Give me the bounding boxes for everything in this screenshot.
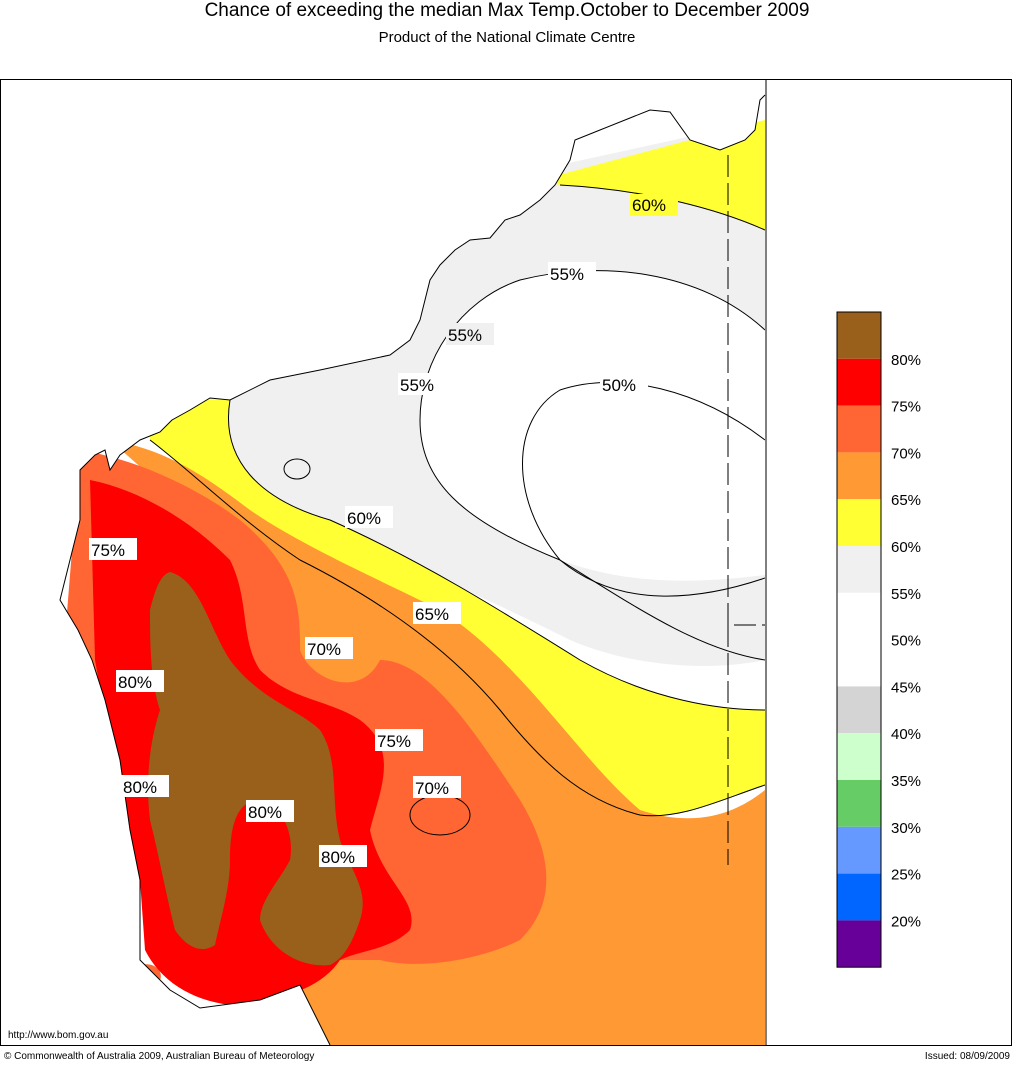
contour-label-group: 60% 55% 55% 55% 50% 60% 75% 65% 70% 80% … xyxy=(89,194,678,867)
fill-80-plus xyxy=(148,572,363,966)
contour-65 xyxy=(149,439,765,817)
legend-label: 25% xyxy=(891,867,921,884)
contour-55b xyxy=(559,559,765,661)
contour-label: 80% xyxy=(248,803,282,822)
legend-swatch xyxy=(837,592,881,640)
contour-label: 55% xyxy=(448,326,482,345)
legend-label: 80% xyxy=(891,352,921,369)
legend-swatch xyxy=(837,686,881,734)
legend-swatch xyxy=(837,920,881,968)
legend-label: 70% xyxy=(891,445,921,462)
contour-label: 70% xyxy=(307,640,341,659)
legend-border xyxy=(836,311,882,968)
legend-label: 20% xyxy=(891,913,921,930)
contour-label: 80% xyxy=(321,848,355,867)
contour-label: 60% xyxy=(632,196,666,215)
legend-swatch xyxy=(837,452,881,500)
contour-label: 60% xyxy=(347,509,381,528)
map-subtitle: Product of the National Climate Centre xyxy=(378,29,636,46)
legend-swatch xyxy=(837,873,881,921)
contour-55-loop xyxy=(283,458,311,480)
legend-label: 50% xyxy=(891,633,921,650)
legend-label: 65% xyxy=(891,492,921,509)
legend-swatch xyxy=(837,405,881,453)
legend-swatch xyxy=(837,826,881,874)
legend-label: 35% xyxy=(891,773,921,790)
contour-label: 80% xyxy=(118,673,152,692)
probability-fills xyxy=(60,95,765,1045)
source-url[interactable]: http://www.bom.gov.au xyxy=(8,1030,109,1041)
legend-label: 30% xyxy=(891,820,921,837)
legend-label: 40% xyxy=(891,726,921,743)
fill-60-65 xyxy=(150,120,765,816)
contour-label: 55% xyxy=(400,376,434,395)
state-border xyxy=(727,155,765,865)
contour-50 xyxy=(522,381,765,597)
legend-swatch xyxy=(837,499,881,546)
legend-label: 55% xyxy=(891,586,921,603)
contour-label: 75% xyxy=(91,541,125,560)
legend-label: 60% xyxy=(891,539,921,556)
legend-swatch xyxy=(837,780,881,827)
contour-label: 80% xyxy=(123,778,157,797)
legend-swatch xyxy=(837,639,881,687)
copyright-notice: © Commonwealth of Australia 2009, Austra… xyxy=(4,1051,315,1062)
legend-swatch xyxy=(837,358,881,406)
contour-label: 65% xyxy=(415,605,449,624)
contour-label: 55% xyxy=(550,265,584,284)
coastline xyxy=(59,94,766,1046)
legend: 80% 75% 70% 65% 60% 55% 50% 45% 40% 35% 30% 25% 20% xyxy=(836,311,921,968)
issued-date: Issued: 08/09/2009 xyxy=(924,1051,1010,1062)
legend-swatch xyxy=(837,733,881,780)
legend-label: 75% xyxy=(891,399,921,416)
contour-label: 75% xyxy=(377,732,411,751)
legend-label: 45% xyxy=(891,679,921,696)
map-frame xyxy=(0,79,1012,1046)
contour-60 xyxy=(228,184,765,711)
legend-swatch xyxy=(837,546,881,593)
legend-swatch xyxy=(837,312,881,359)
contour-label: 50% xyxy=(602,376,636,395)
contour-label: 70% xyxy=(415,779,449,798)
map-title: Chance of exceeding the median Max Temp.… xyxy=(204,0,810,21)
